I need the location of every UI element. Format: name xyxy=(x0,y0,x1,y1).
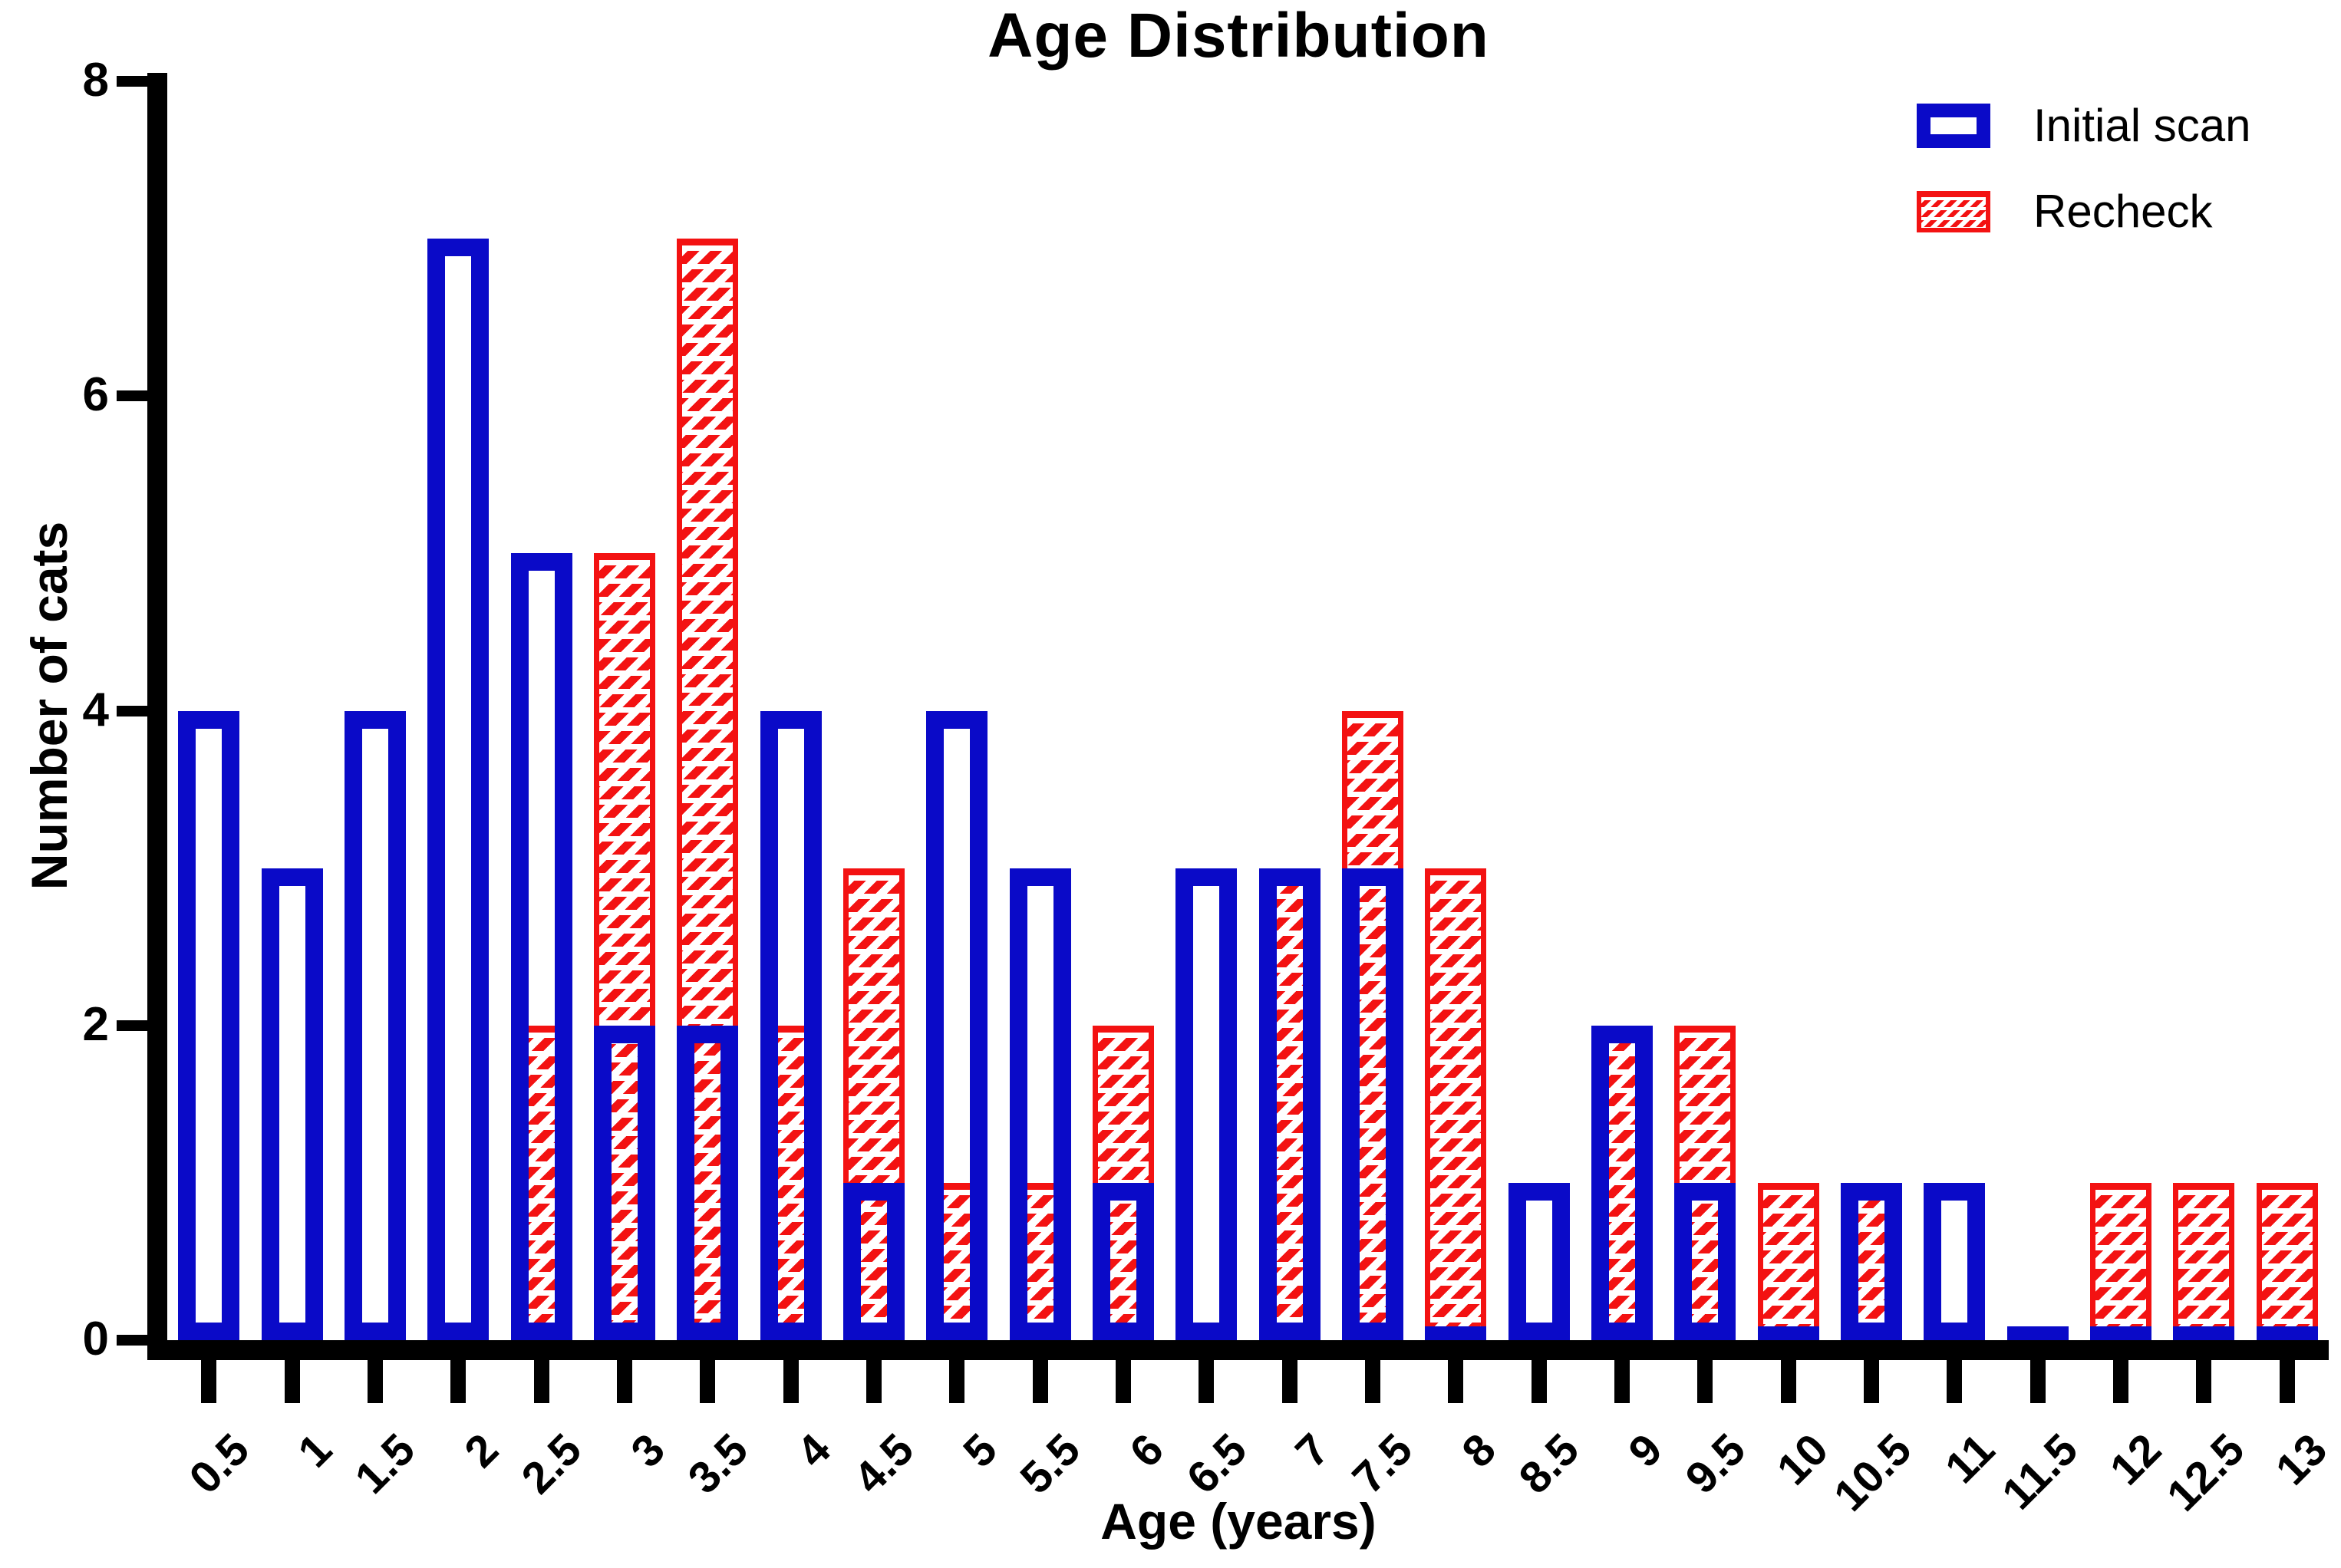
x-tick xyxy=(1864,1360,1880,1403)
bar-initial-scan-11.5 xyxy=(2006,1326,2069,1340)
x-tick-label: 5 xyxy=(954,1424,1007,1477)
y-tick xyxy=(117,705,147,716)
bar-initial-scan-7 xyxy=(1258,868,1321,1340)
y-tick-label: 4 xyxy=(82,683,109,736)
bar-recheck-12.5 xyxy=(2173,1182,2235,1340)
bar-initial-scan-10.5 xyxy=(1841,1182,1903,1340)
bar-initial-scan-13 xyxy=(2256,1326,2318,1340)
bar-initial-scan-10 xyxy=(1757,1326,1819,1340)
initial-scan-swatch-icon xyxy=(1917,104,1990,148)
x-tick xyxy=(700,1360,716,1403)
x-tick xyxy=(783,1360,799,1403)
x-tick xyxy=(1448,1360,1464,1403)
x-tick xyxy=(1281,1360,1297,1403)
x-tick xyxy=(1614,1360,1630,1403)
bar-initial-scan-9 xyxy=(1591,1025,1654,1340)
x-tick xyxy=(2113,1360,2129,1403)
x-tick xyxy=(533,1360,549,1403)
bar-initial-scan-5 xyxy=(926,710,988,1340)
x-tick xyxy=(201,1360,217,1403)
legend: Initial scan Recheck xyxy=(1917,103,2250,235)
y-tick-label: 8 xyxy=(82,54,109,107)
bar-initial-scan-6.5 xyxy=(1175,868,1238,1340)
y-tick xyxy=(117,390,147,402)
bar-recheck-8 xyxy=(1425,868,1487,1340)
x-tick xyxy=(2196,1360,2212,1403)
y-tick-label: 6 xyxy=(82,368,109,422)
x-tick xyxy=(1199,1360,1215,1403)
x-tick xyxy=(1115,1360,1131,1403)
chart-title: Age Distribution xyxy=(988,1,1489,71)
recheck-swatch-icon xyxy=(1917,191,1990,232)
y-tick-label: 2 xyxy=(82,997,109,1051)
bar-initial-scan-2 xyxy=(427,239,490,1340)
bar-initial-scan-7.5 xyxy=(1342,868,1404,1340)
x-tick-label: 6 xyxy=(1119,1424,1173,1477)
bar-initial-scan-4.5 xyxy=(842,1182,905,1340)
bar-initial-scan-5.5 xyxy=(1009,868,1071,1340)
x-tick-label: 2 xyxy=(455,1424,508,1477)
x-tick xyxy=(367,1360,383,1403)
x-tick-label: 13 xyxy=(2266,1424,2337,1495)
legend-item-recheck: Recheck xyxy=(1917,189,2250,235)
bar-initial-scan-1 xyxy=(261,868,323,1340)
x-tick xyxy=(1780,1360,1796,1403)
bar-recheck-13 xyxy=(2256,1182,2318,1340)
x-axis-spine xyxy=(147,1340,2329,1360)
x-axis-title: Age (years) xyxy=(1100,1493,1377,1550)
y-axis-spine xyxy=(147,73,167,1360)
x-tick xyxy=(1365,1360,1381,1403)
y-tick xyxy=(117,76,147,87)
bar-recheck-10 xyxy=(1757,1182,1819,1340)
bar-initial-scan-1.5 xyxy=(344,710,406,1340)
x-tick-label: 4 xyxy=(787,1424,841,1477)
x-tick xyxy=(866,1360,882,1403)
x-tick xyxy=(284,1360,300,1403)
y-tick xyxy=(117,1335,147,1346)
bar-initial-scan-0.5 xyxy=(178,710,240,1340)
bar-initial-scan-3 xyxy=(593,1025,655,1340)
x-tick xyxy=(2279,1360,2295,1403)
x-tick xyxy=(1032,1360,1048,1403)
x-tick xyxy=(1531,1360,1547,1403)
legend-item-initial-scan: Initial scan xyxy=(1917,103,2250,149)
bar-initial-scan-3.5 xyxy=(677,1025,739,1340)
bar-initial-scan-9.5 xyxy=(1674,1182,1736,1340)
bar-initial-scan-8 xyxy=(1425,1326,1487,1340)
bar-initial-scan-6 xyxy=(1092,1182,1154,1340)
x-tick xyxy=(450,1360,467,1403)
bar-initial-scan-4 xyxy=(760,710,822,1340)
bar-recheck-12 xyxy=(2090,1182,2152,1340)
bar-initial-scan-8.5 xyxy=(1508,1182,1570,1340)
bar-initial-scan-12 xyxy=(2090,1326,2152,1340)
x-tick xyxy=(949,1360,965,1403)
x-tick-label: 9 xyxy=(1618,1424,1672,1477)
x-tick xyxy=(1697,1360,1713,1403)
x-tick xyxy=(2029,1360,2046,1403)
x-tick xyxy=(616,1360,632,1403)
y-tick-label: 0 xyxy=(82,1313,109,1365)
legend-label-recheck: Recheck xyxy=(2033,186,2213,237)
x-tick xyxy=(1947,1360,1963,1403)
x-tick-label: 1 xyxy=(289,1424,342,1477)
x-tick-label: 8 xyxy=(1452,1424,1506,1477)
bar-initial-scan-2.5 xyxy=(510,553,572,1340)
legend-label-initial-scan: Initial scan xyxy=(2033,100,2251,151)
bar-initial-scan-11 xyxy=(1924,1182,1986,1340)
y-tick xyxy=(117,1020,147,1031)
x-tick-label: 3 xyxy=(621,1424,674,1477)
x-tick-label: 7 xyxy=(1286,1424,1340,1477)
bar-initial-scan-12.5 xyxy=(2173,1326,2235,1340)
